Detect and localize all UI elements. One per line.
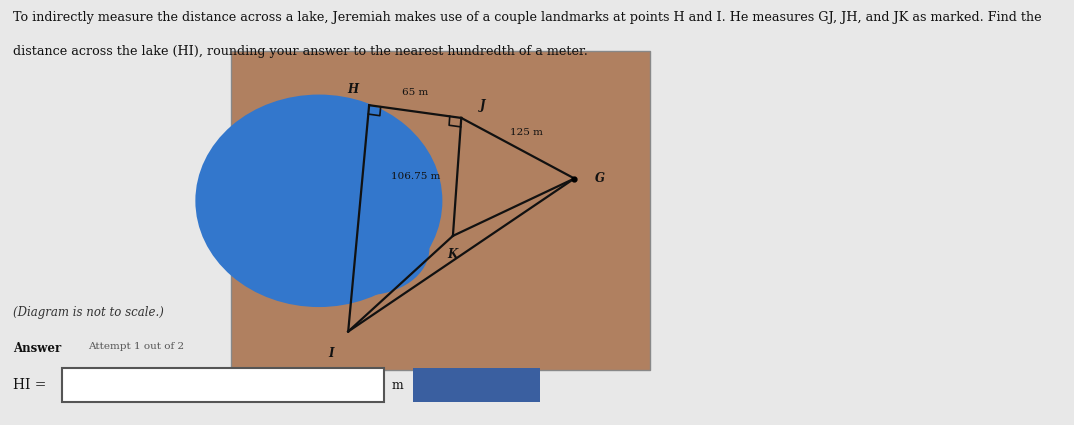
Text: J: J xyxy=(479,99,485,112)
Text: distance across the lake (HI), rounding your answer to the nearest hundredth of : distance across the lake (HI), rounding … xyxy=(13,45,587,58)
Text: Attempt 1 out of 2: Attempt 1 out of 2 xyxy=(88,342,185,351)
Text: HI =: HI = xyxy=(13,378,46,391)
FancyBboxPatch shape xyxy=(413,368,540,402)
FancyBboxPatch shape xyxy=(231,51,650,370)
Text: Submit Answer: Submit Answer xyxy=(430,380,524,391)
Text: Answer: Answer xyxy=(13,342,61,355)
Ellipse shape xyxy=(195,95,442,307)
Text: To indirectly measure the distance across a lake, Jeremiah makes use of a couple: To indirectly measure the distance acros… xyxy=(13,11,1042,24)
Ellipse shape xyxy=(301,202,430,295)
Text: G: G xyxy=(595,172,605,185)
Text: 106.75 m: 106.75 m xyxy=(391,173,440,181)
Text: K: K xyxy=(448,249,458,261)
Text: 65 m: 65 m xyxy=(402,88,429,97)
Text: m: m xyxy=(392,379,404,391)
Text: H: H xyxy=(347,83,358,96)
Text: 125 m: 125 m xyxy=(510,128,542,137)
Text: I: I xyxy=(329,347,334,360)
FancyBboxPatch shape xyxy=(62,368,384,402)
Text: (Diagram is not to scale.): (Diagram is not to scale.) xyxy=(13,306,163,319)
